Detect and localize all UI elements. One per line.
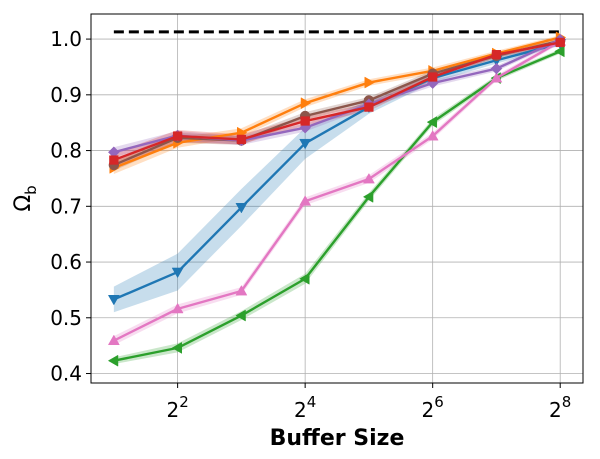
y-tick-label: 0.9 [50,83,82,107]
data-point [109,155,119,165]
x-axis-label: Buffer Size [270,426,405,451]
x-tick-label: 26 [422,393,444,422]
data-point [235,285,248,296]
data-point [235,309,246,322]
data-point [107,295,120,306]
data-point [172,131,183,141]
x-tick-label: 22 [166,393,188,422]
y-tick-labels: 0.4 0.5 0.6 0.7 0.8 0.9 1.0 [50,27,91,386]
data-point [300,97,312,110]
x-tick-label: 28 [549,393,571,422]
data-point [299,138,312,150]
data-point [300,116,310,126]
data-point [491,50,502,60]
series-line-0 [113,42,561,301]
data-point [362,172,375,184]
data-point [299,195,312,206]
data-point [364,76,375,89]
data-point [235,203,248,214]
data-point [171,267,184,279]
data-point [555,37,565,48]
y-axis-label-subscript: b [22,185,40,195]
y-axis-label: Ωb [11,185,40,211]
x-tick-labels: 22 24 26 28 [166,383,571,422]
data-point [299,272,310,285]
y-tick-label: 0.7 [50,194,82,218]
y-tick-label: 0.4 [50,362,82,386]
y-tick-label: 0.8 [50,139,82,163]
data-point [426,130,439,141]
data-point [554,45,565,58]
data-point [107,354,119,367]
series-6 [109,37,565,165]
y-tick-label: 0.6 [50,250,82,274]
series-line-3 [113,36,561,169]
data-point [490,62,503,75]
y-tick-label: 0.5 [50,306,82,330]
data-point [362,190,374,203]
data-point [236,134,247,145]
series-band-0 [113,41,561,313]
x-tick-label: 24 [294,393,316,422]
series-line-2 [113,40,561,342]
data-point [490,72,503,83]
y-tick-label: 1.0 [50,27,82,51]
series-layer [107,31,567,367]
band-layer [113,35,561,365]
data-point [364,102,374,112]
plot-frame [90,13,584,384]
series-line-1 [113,50,561,362]
y-axis-label-main: Ω [11,195,36,212]
series-band-2 [113,39,561,346]
data-point [171,341,182,354]
data-point [426,116,438,129]
data-point [107,334,120,346]
data-point [171,302,184,314]
series-line-6 [113,41,561,162]
data-point [428,72,438,82]
series-2 [107,35,567,346]
